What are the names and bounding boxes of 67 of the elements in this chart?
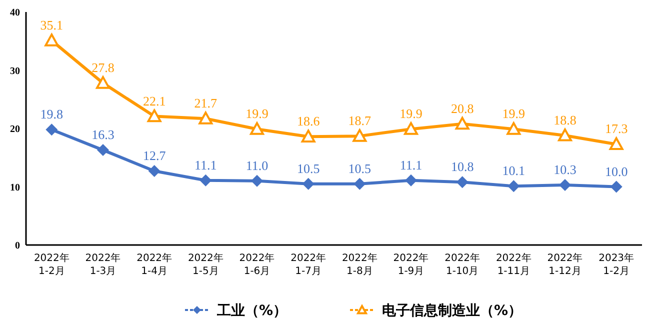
point <box>455 116 470 130</box>
data-label: 19.8 <box>40 106 64 122</box>
data-label: 11.1 <box>400 157 422 172</box>
data-label: 10.8 <box>450 159 474 174</box>
data-label: 10.0 <box>604 164 628 179</box>
y-tick-label: 20 <box>10 124 20 135</box>
point <box>508 180 520 192</box>
point <box>200 174 212 186</box>
data-label: 22.1 <box>142 93 166 108</box>
data-label: 12.7 <box>142 148 166 164</box>
point <box>609 137 624 150</box>
x-tick-label: 2022年 1-2月 <box>34 252 70 277</box>
point <box>147 109 162 122</box>
x-tick-label: 2022年 1-3月 <box>85 252 121 277</box>
point <box>610 180 622 193</box>
legend-label: 工业（%） <box>216 302 288 319</box>
point <box>97 144 109 156</box>
x-tick-label: 2023年 1-2月 <box>598 252 634 277</box>
data-label: 10.1 <box>502 163 526 178</box>
point <box>302 178 314 190</box>
data-label: 11.1 <box>194 157 217 172</box>
point <box>198 112 213 124</box>
data-label: 19.9 <box>246 106 268 122</box>
x-tick-label: 2022年 1-11月 <box>496 252 532 277</box>
y-tick-label: 40 <box>10 8 20 18</box>
data-label: 27.8 <box>92 60 114 76</box>
data-label: 10.5 <box>348 160 372 176</box>
data-label: 17.3 <box>604 121 628 136</box>
x-tick-label: 2022年 1-8月 <box>342 252 378 277</box>
point <box>506 122 521 135</box>
data-label: 18.6 <box>296 114 320 129</box>
legend-label: 电子信息制造业（%） <box>382 302 522 319</box>
x-tick-label: 2022年 1-10月 <box>444 252 480 277</box>
data-label: 19.9 <box>502 106 526 122</box>
y-tick-label: 10 <box>10 182 20 194</box>
point <box>44 34 59 46</box>
point <box>558 128 572 142</box>
x-tick-label: 2022年 1-6月 <box>239 252 275 277</box>
data-label: 11.0 <box>246 158 268 173</box>
point <box>559 179 571 192</box>
data-label: 20.8 <box>450 100 474 116</box>
point <box>46 124 58 136</box>
point <box>354 178 366 190</box>
point <box>404 122 418 135</box>
point <box>96 76 110 89</box>
point <box>250 122 264 135</box>
data-label: 10.3 <box>554 162 576 178</box>
data-label: 16.3 <box>92 127 114 142</box>
data-label: 10.5 <box>296 160 320 176</box>
point <box>456 176 468 188</box>
point <box>301 130 316 142</box>
x-tick-label: 2022年 1-5月 <box>188 252 224 277</box>
x-tick-label: 2022年 1-12月 <box>547 252 583 277</box>
data-label: 21.7 <box>194 96 218 111</box>
x-tick-label: 2022年 1-4月 <box>136 252 172 277</box>
x-tick-label: 2022年 1-7月 <box>290 252 326 277</box>
data-label: 19.9 <box>400 106 422 122</box>
point <box>148 165 160 178</box>
point <box>405 174 417 186</box>
y-tick-label: 30 <box>10 66 20 77</box>
x-tick-label: 2022年 1-9月 <box>393 252 429 277</box>
data-label: 18.7 <box>348 113 372 128</box>
data-label: 18.8 <box>554 112 576 128</box>
data-label: 35.1 <box>40 18 64 33</box>
point <box>251 174 263 187</box>
point <box>352 129 367 142</box>
y-tick-label: 0 <box>15 240 20 252</box>
